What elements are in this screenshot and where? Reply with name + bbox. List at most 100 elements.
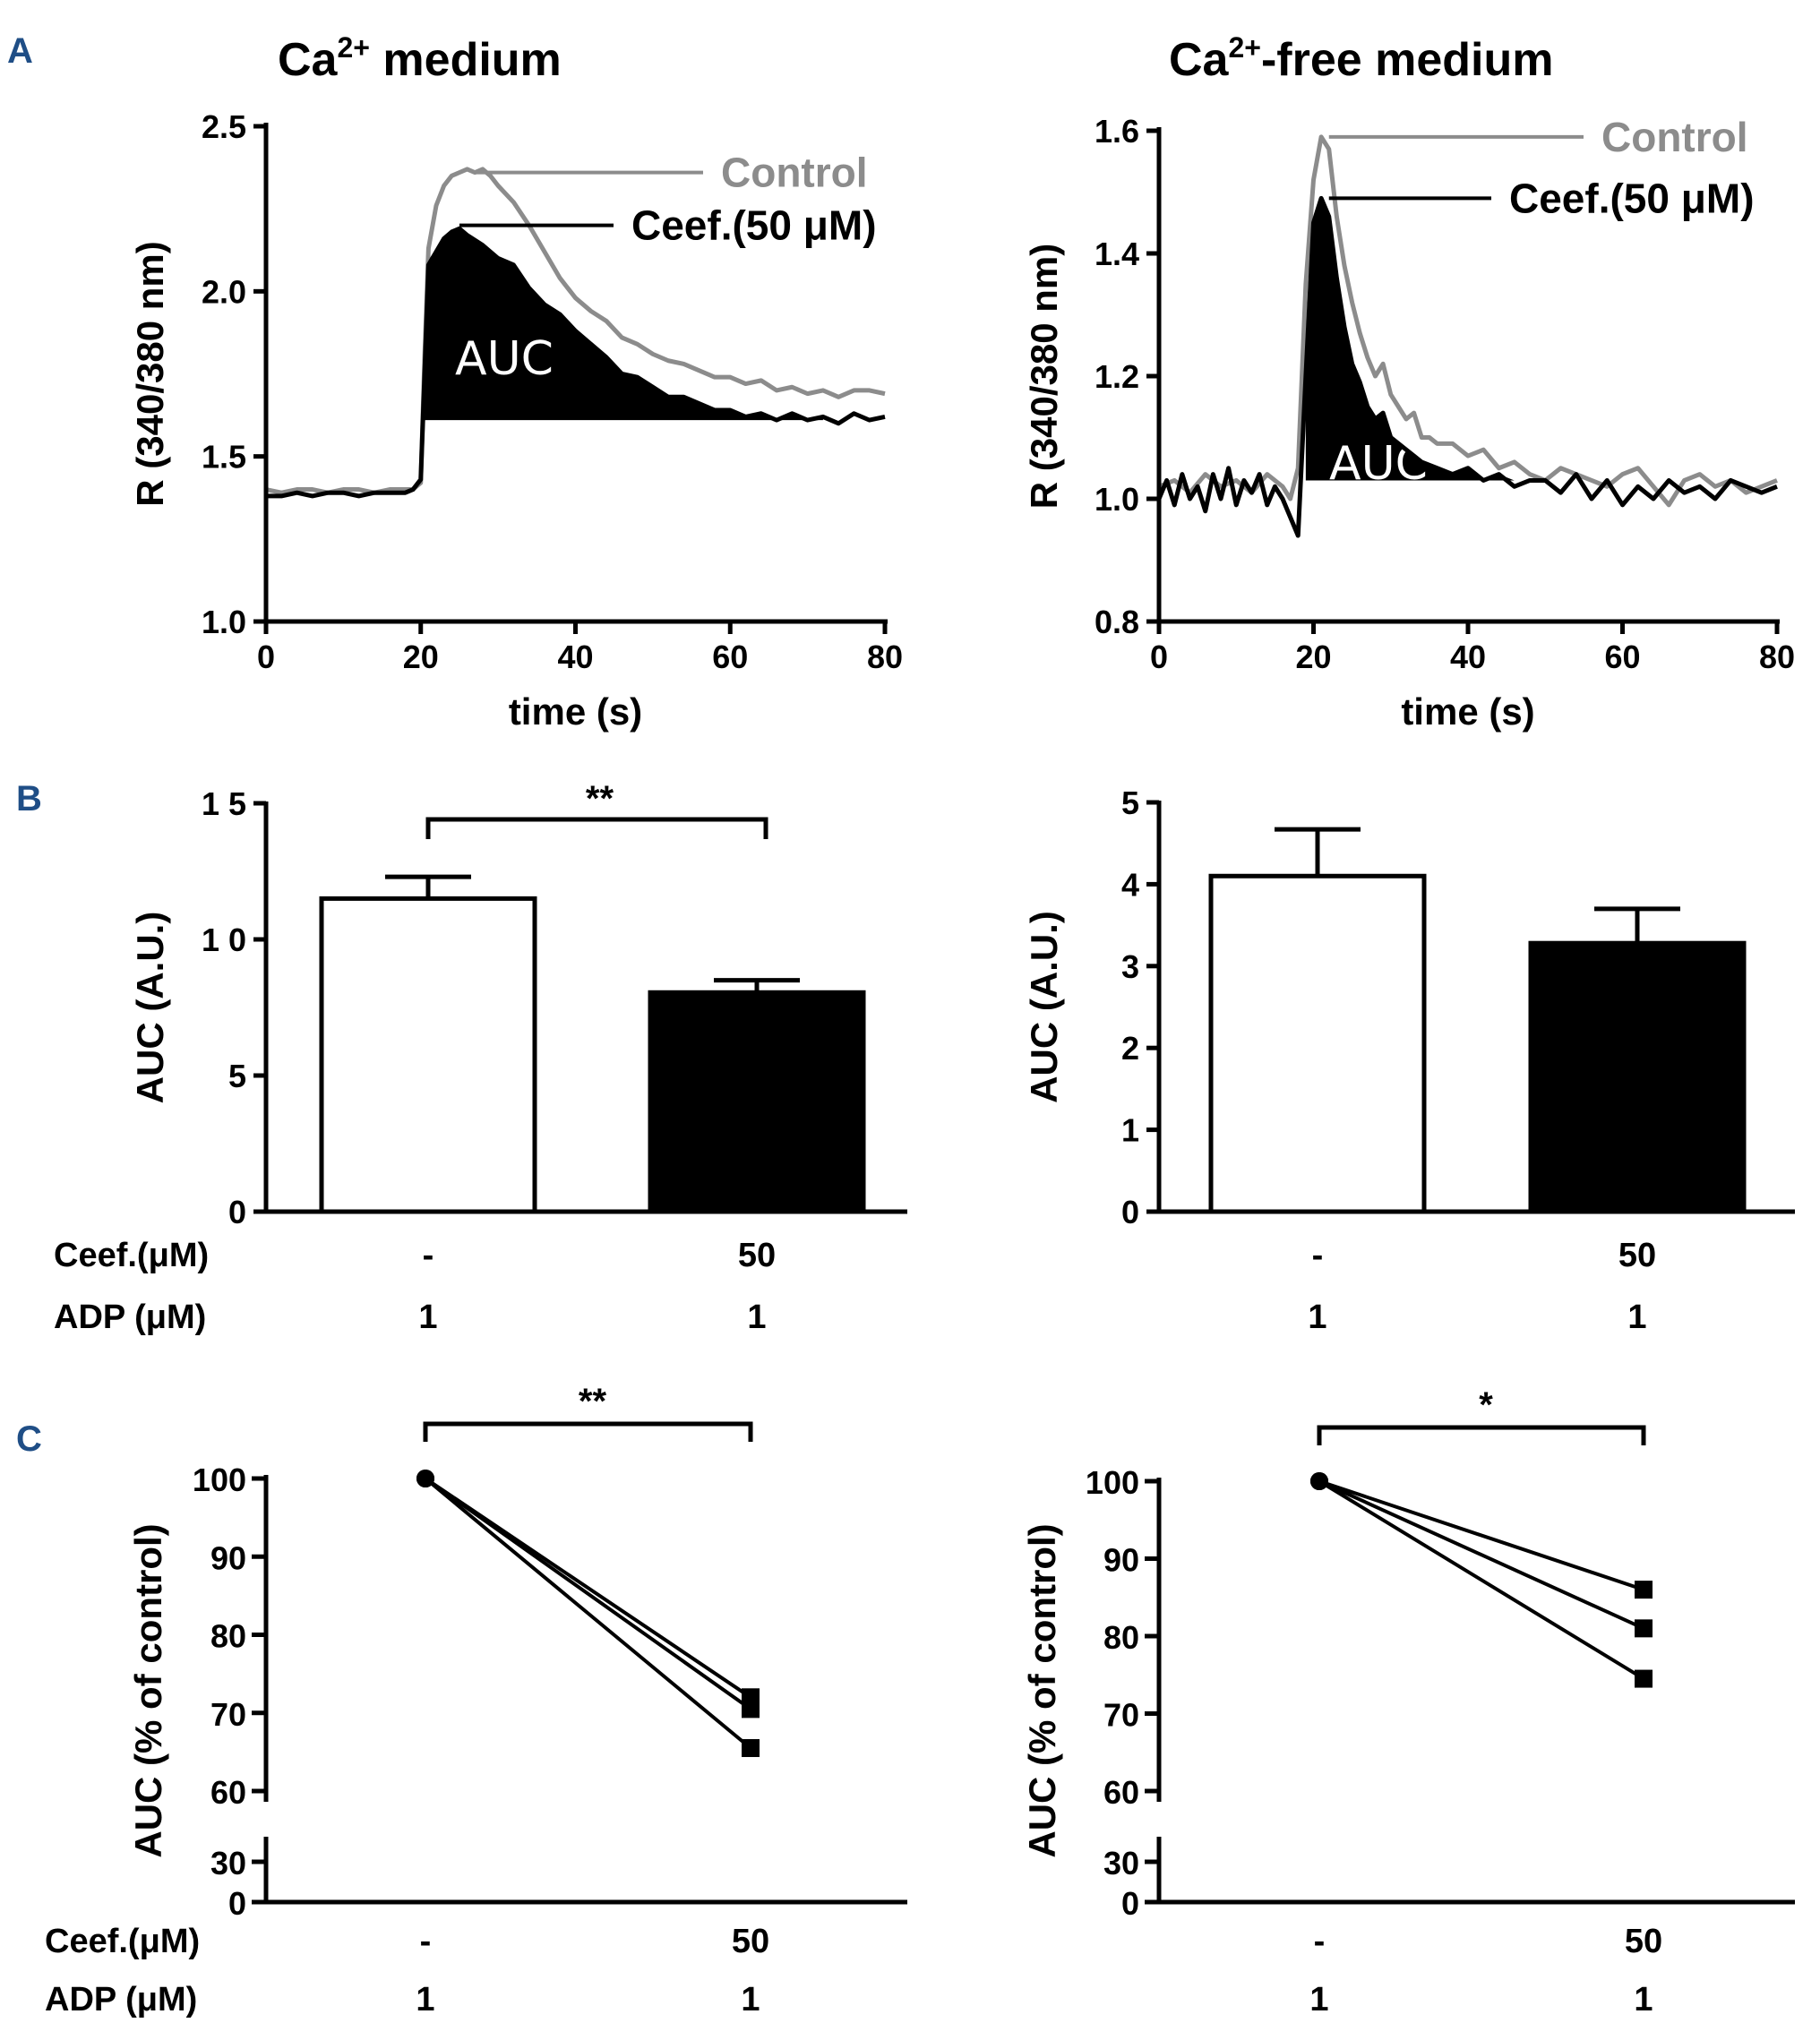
line-chart-ca-medium: Ca2+ medium AUC Control Ceef.(50 μM) 1.0 1.5 2…: [129, 31, 903, 733]
y-tick-label: 70: [1103, 1697, 1139, 1734]
ceef-point: [1635, 1581, 1653, 1599]
y-axis-title: AUC (A.U.): [1023, 911, 1065, 1103]
condition-value: -: [1312, 1237, 1324, 1274]
panel-label-b: B: [16, 779, 42, 819]
line-chart-ca-free-medium: Ca2+-free medium AUC Control Ceef.(50 μM) 0.…: [1023, 31, 1795, 733]
ceef-point: [742, 1739, 760, 1758]
y-tick-label: 60: [210, 1774, 246, 1811]
significance-bracket: [423, 1421, 753, 1442]
panel-label-c: C: [16, 1419, 42, 1459]
chart-title: Ca2+-free medium: [1169, 31, 1554, 86]
y-tick-label: 2: [1121, 1030, 1139, 1067]
paired-chart-ca-free-medium: 60 70 80 90 100 0 30 AUC (% of control) * - 50 1 1: [1021, 1385, 1795, 2019]
y-tick-label: 100: [1086, 1464, 1139, 1501]
bar-chart-ca-free-medium: 0 1 2 3 4 5 AUC (A.U.) - 50 1 1: [1023, 784, 1795, 1336]
y-tick-label: 90: [1103, 1542, 1139, 1579]
y-tick-label: 0: [228, 1885, 246, 1922]
paired-line: [1318, 1479, 1644, 1631]
legend-label-ceef: Ceef.(50 μM): [631, 202, 877, 249]
y-axis-title: R (340/380 nm): [1023, 244, 1065, 509]
condition-value: 1: [1634, 1981, 1653, 2019]
paired-line: [424, 1477, 752, 1711]
paired-chart-ca-medium: 60 70 80 90 100 0 30 AUC (% of control) ** Ceef.(…: [45, 1382, 907, 2019]
y-tick-label: 60: [1103, 1774, 1139, 1811]
x-tick-label: 80: [1759, 639, 1795, 675]
ceef-trace: [1156, 195, 1778, 538]
y-tick-label: 100: [193, 1461, 246, 1498]
auc-label: AUC: [455, 332, 554, 386]
y-tick-label: 0: [1121, 1885, 1139, 1922]
condition-label: ADP (μM): [45, 1981, 197, 2019]
condition-value: 50: [1625, 1923, 1662, 1960]
y-tick-label: 70: [210, 1696, 246, 1733]
control-trace: [1158, 134, 1778, 508]
condition-label: Ceef.(μM): [54, 1237, 209, 1274]
y-tick-label: 2.5: [202, 108, 246, 145]
significance-marker: *: [1479, 1385, 1493, 1425]
y-tick-label: 1.2: [1095, 358, 1139, 395]
y-tick-label: 0.8: [1095, 604, 1139, 640]
y-tick-label: 1 5: [202, 785, 246, 822]
y-tick-label: 80: [210, 1618, 246, 1655]
condition-value: 50: [738, 1237, 776, 1274]
x-tick-label: 0: [1150, 639, 1168, 675]
condition-label: Ceef.(μM): [45, 1923, 200, 1960]
y-tick-label: 1.0: [1095, 481, 1139, 518]
x-axis-title: time (s): [1401, 690, 1534, 733]
y-axis-title: AUC (A.U.): [129, 912, 171, 1104]
chart-title: Ca2+ medium: [278, 31, 562, 86]
x-tick-label: 40: [1450, 639, 1486, 675]
ceef-point: [1635, 1619, 1653, 1638]
condition-value: 1: [1627, 1299, 1646, 1336]
y-tick-label: 1.4: [1095, 236, 1139, 272]
condition-value: 1: [416, 1981, 434, 2019]
ceef-point: [742, 1700, 760, 1719]
condition-value: 1: [418, 1299, 437, 1336]
y-tick-label: 5: [1121, 784, 1139, 821]
paired-line: [1318, 1479, 1645, 1681]
y-axis-title: AUC (% of control): [127, 1523, 169, 1857]
y-tick-label: 30: [1103, 1845, 1139, 1881]
panel-label-a: A: [7, 31, 33, 71]
bar-control: [319, 896, 537, 1214]
auc-area: [420, 228, 823, 421]
control-point: [1310, 1472, 1328, 1490]
x-axis-title: time (s): [509, 690, 642, 733]
y-tick-label: 0: [228, 1194, 246, 1230]
x-tick-label: 20: [1295, 639, 1331, 675]
condition-value: 1: [1309, 1981, 1328, 2019]
condition-value: -: [423, 1237, 434, 1274]
condition-value: 1: [747, 1299, 766, 1336]
y-axis-title: R (340/380 nm): [129, 241, 171, 506]
x-tick-label: 60: [1604, 639, 1640, 675]
x-tick-label: 80: [867, 639, 903, 675]
y-tick-label: 1 0: [202, 921, 246, 958]
y-tick-label: 1.0: [202, 604, 246, 640]
bar-control: [1208, 873, 1427, 1214]
control-trace: [265, 167, 886, 495]
legend-label-control: Control: [1601, 114, 1748, 160]
bar-chart-ca-medium: 0 5 1 0 1 5 AUC (A.U.) ** Ceef.(μM) - 50 ADP (μM)…: [54, 779, 907, 1336]
paired-line: [1318, 1479, 1644, 1591]
y-tick-label: 1: [1121, 1112, 1139, 1149]
significance-marker: **: [586, 779, 614, 819]
y-tick-label: 30: [210, 1845, 246, 1881]
y-tick-label: 3: [1121, 948, 1139, 985]
legend-label-control: Control: [721, 150, 868, 196]
x-tick-label: 60: [712, 639, 748, 675]
paired-line: [424, 1477, 752, 1750]
significance-bracket: [425, 817, 768, 839]
y-tick-label: 1.6: [1095, 113, 1139, 150]
y-tick-label: 90: [210, 1539, 246, 1576]
x-tick-label: 40: [557, 639, 593, 675]
y-tick-label: 1.5: [202, 439, 246, 476]
condition-value: 1: [741, 1981, 760, 2019]
condition-value: 50: [732, 1923, 769, 1960]
y-tick-label: 4: [1121, 866, 1139, 903]
condition-value: -: [1314, 1923, 1326, 1960]
x-tick-label: 0: [257, 639, 275, 675]
auc-label: AUC: [1329, 437, 1428, 491]
y-tick-label: 0: [1121, 1194, 1139, 1230]
bar-ceef: [648, 990, 866, 1214]
